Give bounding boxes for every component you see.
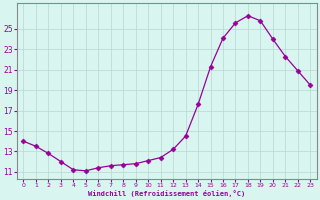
X-axis label: Windchill (Refroidissement éolien,°C): Windchill (Refroidissement éolien,°C)	[88, 190, 245, 197]
